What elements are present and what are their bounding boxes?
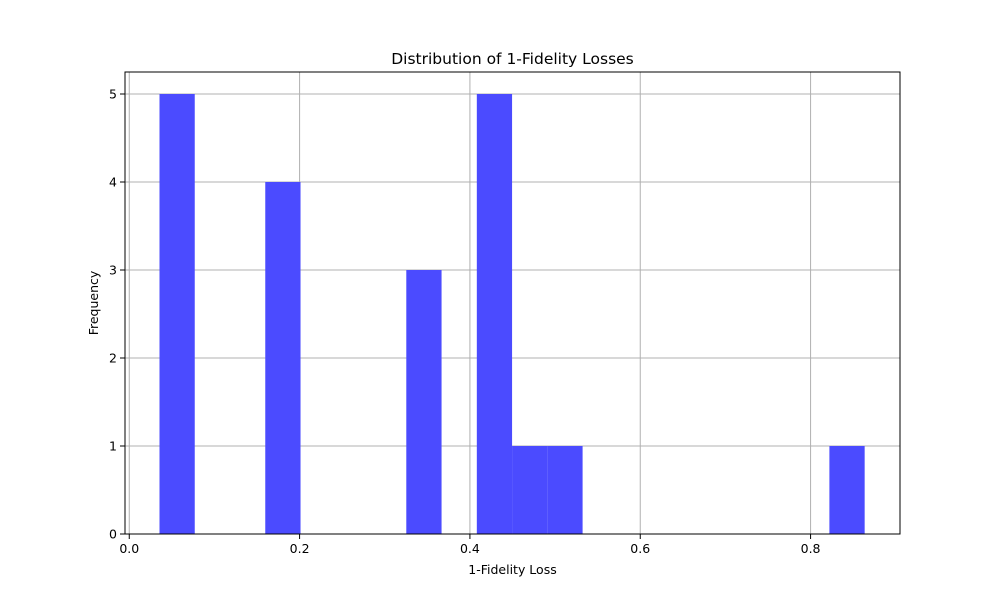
histogram-bar-6: [547, 446, 583, 534]
histogram-bar-7: [829, 446, 865, 534]
histogram-bar-4: [476, 94, 513, 534]
x-tick-label: 0.6: [630, 541, 650, 556]
y-tick-label: 2: [109, 351, 117, 366]
histogram-bar-2: [265, 182, 301, 534]
histogram-bar-1: [159, 94, 195, 534]
histogram-bar-5: [512, 446, 548, 534]
y-tick-label: 3: [109, 263, 117, 278]
plot-frame: [124, 71, 901, 535]
axis-ticks: 0.0 0.2 0.4 0.6 0.8 0 1 2 3 4 5: [109, 87, 821, 557]
x-tick-label: 0.8: [801, 541, 821, 556]
y-tick-label: 1: [109, 439, 117, 454]
x-tick-label: 0.0: [119, 541, 139, 556]
chart-title: Distribution of 1-Fidelity Losses: [391, 50, 634, 68]
histogram-bars: [159, 94, 865, 534]
x-axis-label: 1-Fidelity Loss: [468, 562, 556, 577]
y-tick-label: 4: [109, 175, 117, 190]
y-axis-label: Frequency: [86, 270, 101, 335]
y-tick-label: 5: [109, 87, 117, 102]
y-tick-label: 0: [109, 527, 117, 542]
x-tick-label: 0.2: [290, 541, 310, 556]
x-tick-label: 0.4: [460, 541, 480, 556]
histogram-bar-3: [406, 270, 442, 534]
